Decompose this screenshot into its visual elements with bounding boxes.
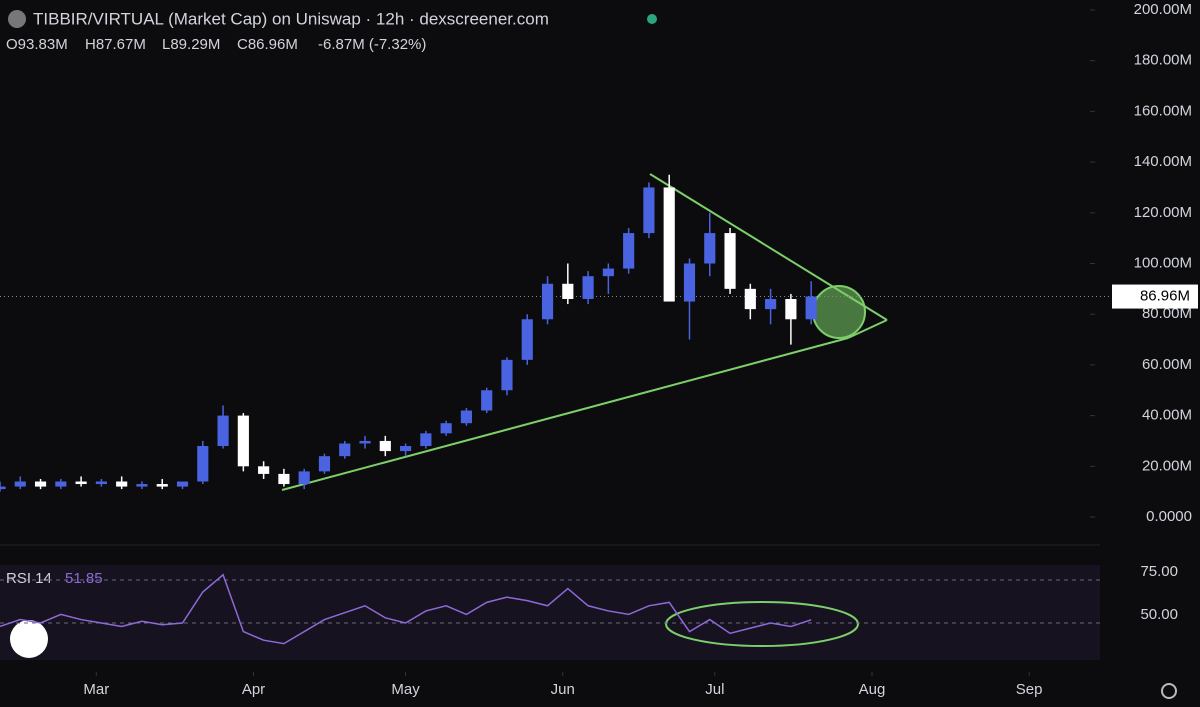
candle-body: [156, 484, 168, 487]
ohlc-high: H87.67M: [85, 36, 146, 53]
support-trendline: [281, 337, 849, 491]
candle-body: [643, 187, 655, 234]
candle-body: [440, 423, 452, 434]
candle-body: [460, 410, 472, 424]
rsi-tick-label: 75.00: [1140, 563, 1178, 580]
x-tick-label: Jun: [551, 681, 575, 698]
candle-body: [379, 440, 391, 452]
token-icon: [8, 10, 26, 28]
x-tick-label: Mar: [83, 681, 109, 698]
tv-logo: [10, 620, 48, 658]
y-tick-label: 0.0000: [1146, 508, 1192, 525]
candle-body: [663, 187, 675, 302]
candle-body: [400, 446, 412, 452]
candle-body: [744, 288, 756, 310]
y-tick-label: 100.00M: [1134, 254, 1192, 271]
y-tick-label: 200.00M: [1134, 1, 1192, 18]
candle-body: [623, 233, 635, 269]
candle-body: [501, 359, 513, 391]
x-tick-label: Sep: [1016, 681, 1043, 698]
candle-body: [298, 471, 310, 485]
candle-body: [420, 433, 432, 447]
candle-body: [0, 486, 6, 490]
status-dot: [647, 14, 657, 24]
y-tick-label: 120.00M: [1134, 204, 1192, 221]
candle-body: [359, 440, 371, 444]
candle-body: [339, 443, 351, 457]
candle-body: [724, 233, 736, 289]
candle-body: [237, 415, 249, 467]
y-tick-label: 60.00M: [1142, 356, 1192, 373]
candle-body: [805, 296, 817, 320]
y-tick-label: 40.00M: [1142, 407, 1192, 424]
rsi-highlight: [665, 601, 859, 647]
candle-body: [136, 484, 148, 487]
x-tick-label: Apr: [242, 681, 265, 698]
rsi-line: [0, 573, 812, 645]
x-tick-label: Jul: [705, 681, 724, 698]
candle-body: [14, 481, 26, 487]
y-tick-label: 20.00M: [1142, 457, 1192, 474]
rsi-name: RSI 14: [6, 570, 52, 587]
candle-body: [217, 415, 229, 447]
y-tick-label: 140.00M: [1134, 153, 1192, 170]
rsi-last: 51.85: [65, 570, 103, 587]
candle-body: [278, 473, 290, 485]
candle-body: [562, 283, 574, 299]
candle-body: [481, 390, 493, 411]
x-tick-label: Aug: [859, 681, 886, 698]
candle-body: [176, 481, 189, 487]
last-price-label: 86.96M: [1140, 288, 1190, 305]
candle-body: [116, 481, 128, 487]
candle-body: [197, 446, 209, 482]
ohlc-close: C86.96M: [237, 36, 298, 53]
rsi-tick-label: 50.00: [1140, 606, 1178, 623]
apex-line: [847, 319, 888, 339]
candle-body: [258, 466, 270, 474]
ohlc-change: -6.87M (-7.32%): [318, 36, 426, 53]
y-tick-label: 160.00M: [1134, 102, 1192, 119]
y-tick-label: 180.00M: [1134, 52, 1192, 69]
candle-body: [704, 233, 716, 264]
candle-body: [521, 319, 533, 360]
ohlc-low: L89.29M: [162, 36, 220, 53]
candle-body: [765, 298, 777, 310]
candle-body: [95, 481, 107, 485]
candle-body: [785, 298, 797, 320]
candle-body: [683, 263, 696, 302]
last-price-badge: [1112, 284, 1198, 309]
y-tick-label: 80.00M: [1142, 305, 1192, 322]
rsi-panel: [0, 565, 1100, 660]
ohlc-open: O93.83M: [6, 36, 68, 53]
candle-body: [318, 456, 331, 472]
x-tick-label: May: [391, 681, 420, 698]
candle-body: [602, 268, 614, 277]
chart-title: TIBBIR/VIRTUAL (Market Cap) on Uniswap ·…: [33, 9, 549, 28]
candle-body: [75, 481, 87, 485]
apex-highlight: [812, 285, 866, 339]
candle-body: [582, 276, 594, 299]
candle-body: [34, 481, 47, 487]
candle-body: [541, 283, 554, 320]
settings-icon[interactable]: [1161, 683, 1177, 699]
candle-body: [55, 481, 67, 487]
